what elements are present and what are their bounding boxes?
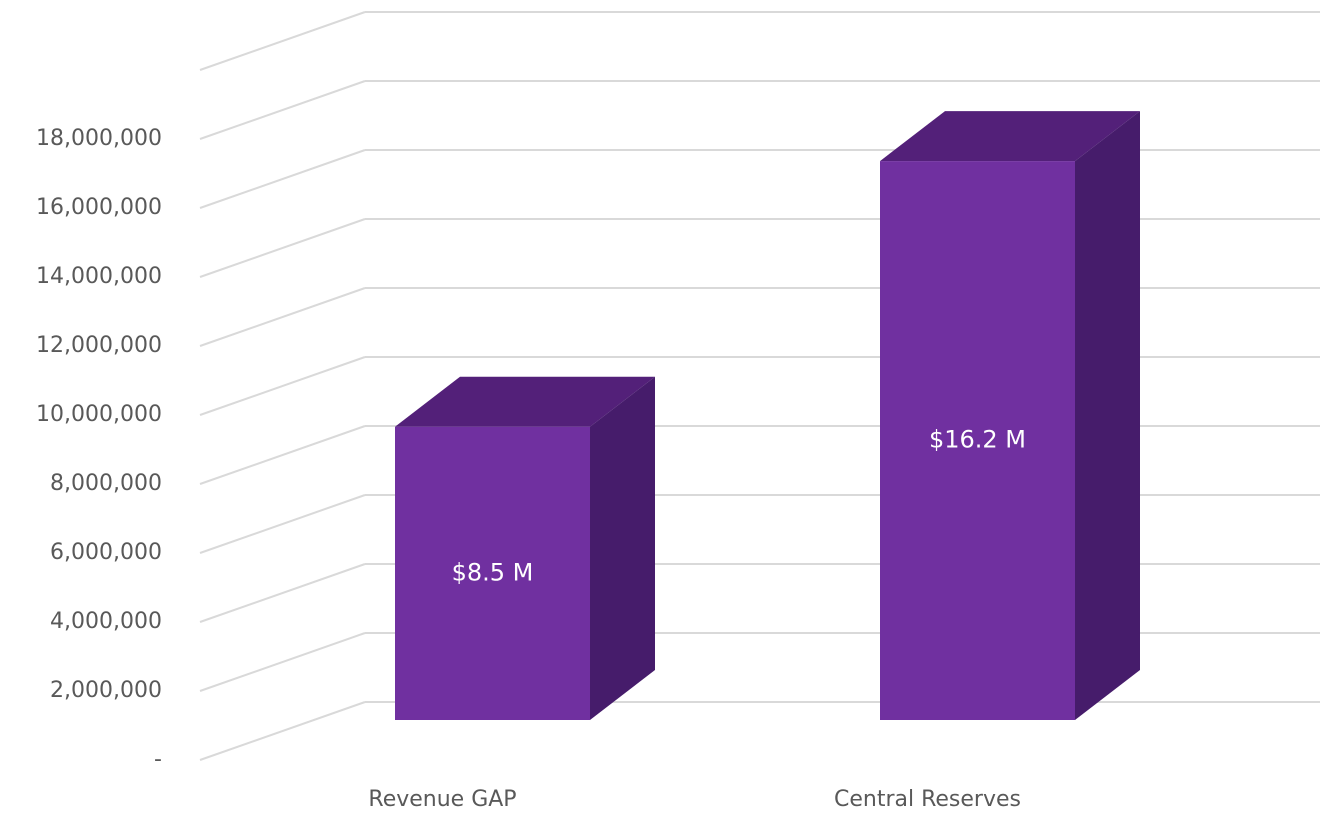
grid-line (199, 494, 366, 554)
y-tick-label: 18,000,000 (36, 126, 162, 151)
bar-side (1075, 111, 1140, 721)
grid-line (199, 701, 366, 761)
grid-line (199, 632, 366, 692)
grid-line (199, 563, 366, 623)
bar (395, 426, 590, 720)
y-tick-label: 16,000,000 (36, 195, 162, 220)
y-tick-label: 2,000,000 (50, 678, 162, 703)
x-tick-label: Revenue GAP (368, 787, 516, 812)
wall-top (199, 11, 366, 71)
grid-line (199, 287, 366, 347)
y-tick-label: 12,000,000 (36, 333, 162, 358)
grid-line (199, 149, 366, 209)
grid-line (199, 425, 366, 485)
y-tick-label: 8,000,000 (50, 471, 162, 496)
grid-line (199, 80, 366, 140)
bar-top (395, 376, 655, 427)
data-label: $8.5 M (452, 558, 534, 586)
bar (880, 161, 1075, 721)
y-tick-label: 10,000,000 (36, 402, 162, 427)
data-label: $16.2 M (929, 426, 1026, 454)
y-tick-label: 4,000,000 (50, 609, 162, 634)
grid-line (199, 356, 366, 416)
bar-side (590, 376, 655, 720)
y-tick-label: - (154, 747, 162, 772)
y-tick-label: 6,000,000 (50, 540, 162, 565)
x-tick-label: Central Reserves (834, 787, 1021, 812)
y-tick-label: 14,000,000 (36, 264, 162, 289)
grid-line (199, 218, 366, 278)
bar-top (880, 111, 1140, 162)
